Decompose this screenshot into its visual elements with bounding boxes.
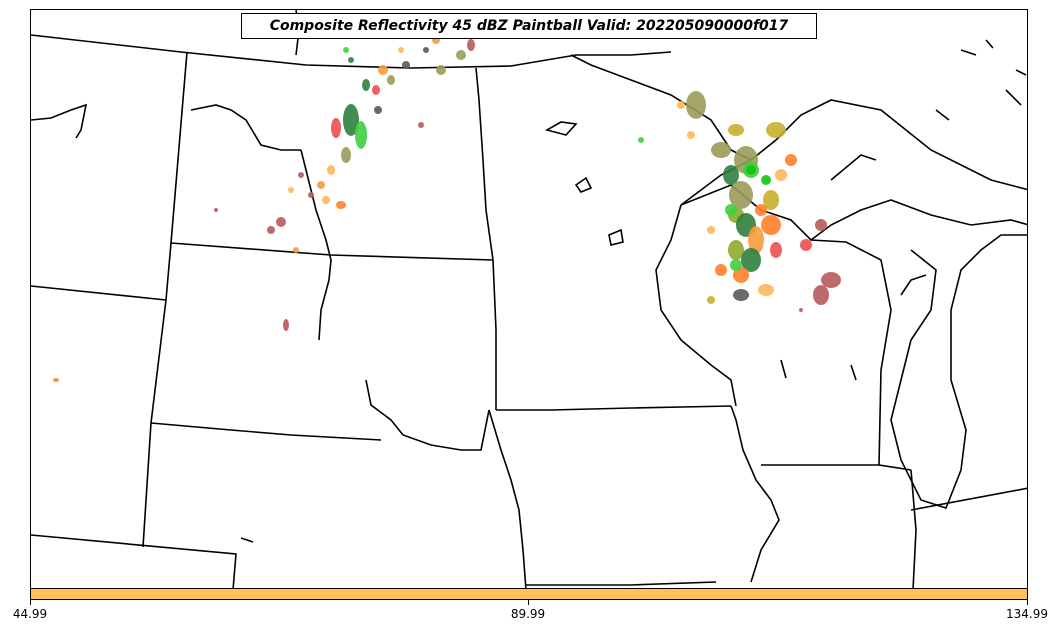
paintball-blob [283,319,289,331]
paintball-blob [775,169,787,181]
paintball-blob [293,247,299,253]
paintball-blob [331,118,341,138]
paintball-blob [815,219,827,231]
paintball-blob [728,124,744,136]
paintball-blob [813,285,829,305]
paintball-blob [467,39,475,51]
paintball-blob [766,122,786,138]
reflectivity-paintball-blobs [53,36,841,382]
paintball-blob [723,165,739,185]
paintball-blob [348,57,354,63]
paintball-blob [378,65,388,75]
paintball-blob [423,47,429,53]
colorbar-tick-label-2: 89.99 [510,607,546,621]
paintball-blob [758,284,774,296]
colorbar-tick-label-3: 134.99 [1006,607,1048,621]
colorbar-tick-1 [30,600,31,605]
paintball-blob [638,137,644,143]
paintball-blob [741,248,761,272]
paintball-blob [456,50,466,60]
paintball-blob [799,308,803,312]
colorbar [30,588,1028,600]
paintball-blob [336,201,346,209]
paintball-blob [729,181,753,209]
state-boundaries [31,10,1027,588]
paintball-blob [327,165,335,175]
paintball-blob [343,47,349,53]
paintball-blob [276,217,286,227]
paintball-blob [677,101,685,109]
paintball-blob [436,65,446,75]
colorbar-tick-label-1: 44.99 [12,607,48,621]
colorbar-tick-3 [1027,600,1028,605]
paintball-blob [761,215,781,235]
paintball-blob [343,104,359,136]
paintball-blob [308,192,314,198]
paintball-blob [317,181,325,189]
paintball-blob [214,208,218,212]
paintball-blob [298,172,304,178]
paintball-blob [402,61,410,69]
paintball-blob [821,272,841,288]
paintball-blob [761,175,771,185]
paintball-blob [755,204,767,216]
paintball-blob [374,106,382,114]
paintball-blob [715,264,727,276]
paintball-blob [53,378,59,382]
paintball-blob [398,47,404,53]
paintball-blob [725,204,737,216]
paintball-blob [800,239,812,251]
paintball-blob [733,289,749,301]
paintball-blob [785,154,797,166]
paintball-blob [686,91,706,119]
paintball-blob [372,85,380,95]
paintball-blob [730,259,742,271]
paintball-blob [748,226,764,254]
paintball-blob [322,196,330,204]
paintball-blob [728,240,744,260]
paintball-blob [355,121,367,149]
map-title: Composite Reflectivity 45 dBZ Paintball … [241,13,817,39]
paintball-blob [746,165,756,175]
paintball-blob [707,226,715,234]
map-frame [30,9,1028,589]
paintball-blob [733,267,749,283]
paintball-blob [362,79,370,91]
paintball-blob [687,131,695,139]
paintball-blob [288,187,294,193]
paintball-blob [770,242,782,258]
paintball-blob [763,190,779,210]
paintball-blob [418,122,424,128]
map-canvas [31,10,1027,588]
paintball-blob [711,142,731,158]
paintball-blob [707,296,715,304]
paintball-blob [267,226,275,234]
colorbar-tick-2 [528,600,529,605]
paintball-blob [341,147,351,163]
paintball-blob [387,75,395,85]
